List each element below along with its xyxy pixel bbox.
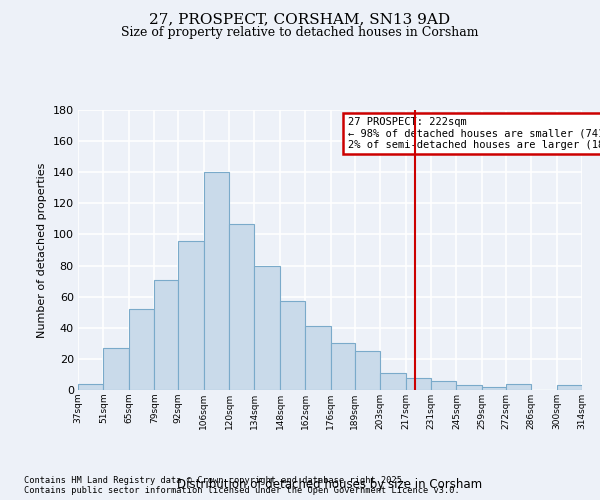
Bar [557, 386, 582, 390]
Bar [203, 172, 229, 390]
Bar [406, 378, 431, 390]
Bar [129, 309, 154, 390]
X-axis label: Distribution of detached houses by size in Corsham: Distribution of detached houses by size … [178, 478, 482, 491]
Bar [254, 266, 280, 390]
Bar [280, 302, 305, 390]
Text: 27, PROSPECT, CORSHAM, SN13 9AD: 27, PROSPECT, CORSHAM, SN13 9AD [149, 12, 451, 26]
Bar [103, 348, 129, 390]
Bar [431, 380, 457, 390]
Bar [331, 344, 355, 390]
Bar [154, 280, 178, 390]
Bar [355, 351, 380, 390]
Text: Contains public sector information licensed under the Open Government Licence v3: Contains public sector information licen… [24, 486, 460, 495]
Bar [482, 387, 506, 390]
Bar [229, 224, 254, 390]
Bar [78, 384, 103, 390]
Bar [457, 386, 482, 390]
Bar [305, 326, 331, 390]
Bar [506, 384, 531, 390]
Y-axis label: Number of detached properties: Number of detached properties [37, 162, 47, 338]
Text: Contains HM Land Registry data © Crown copyright and database right 2025.: Contains HM Land Registry data © Crown c… [24, 476, 407, 485]
Bar [380, 373, 406, 390]
Text: 27 PROSPECT: 222sqm
← 98% of detached houses are smaller (741)
2% of semi-detach: 27 PROSPECT: 222sqm ← 98% of detached ho… [347, 117, 600, 150]
Bar [178, 240, 203, 390]
Text: Size of property relative to detached houses in Corsham: Size of property relative to detached ho… [121, 26, 479, 39]
